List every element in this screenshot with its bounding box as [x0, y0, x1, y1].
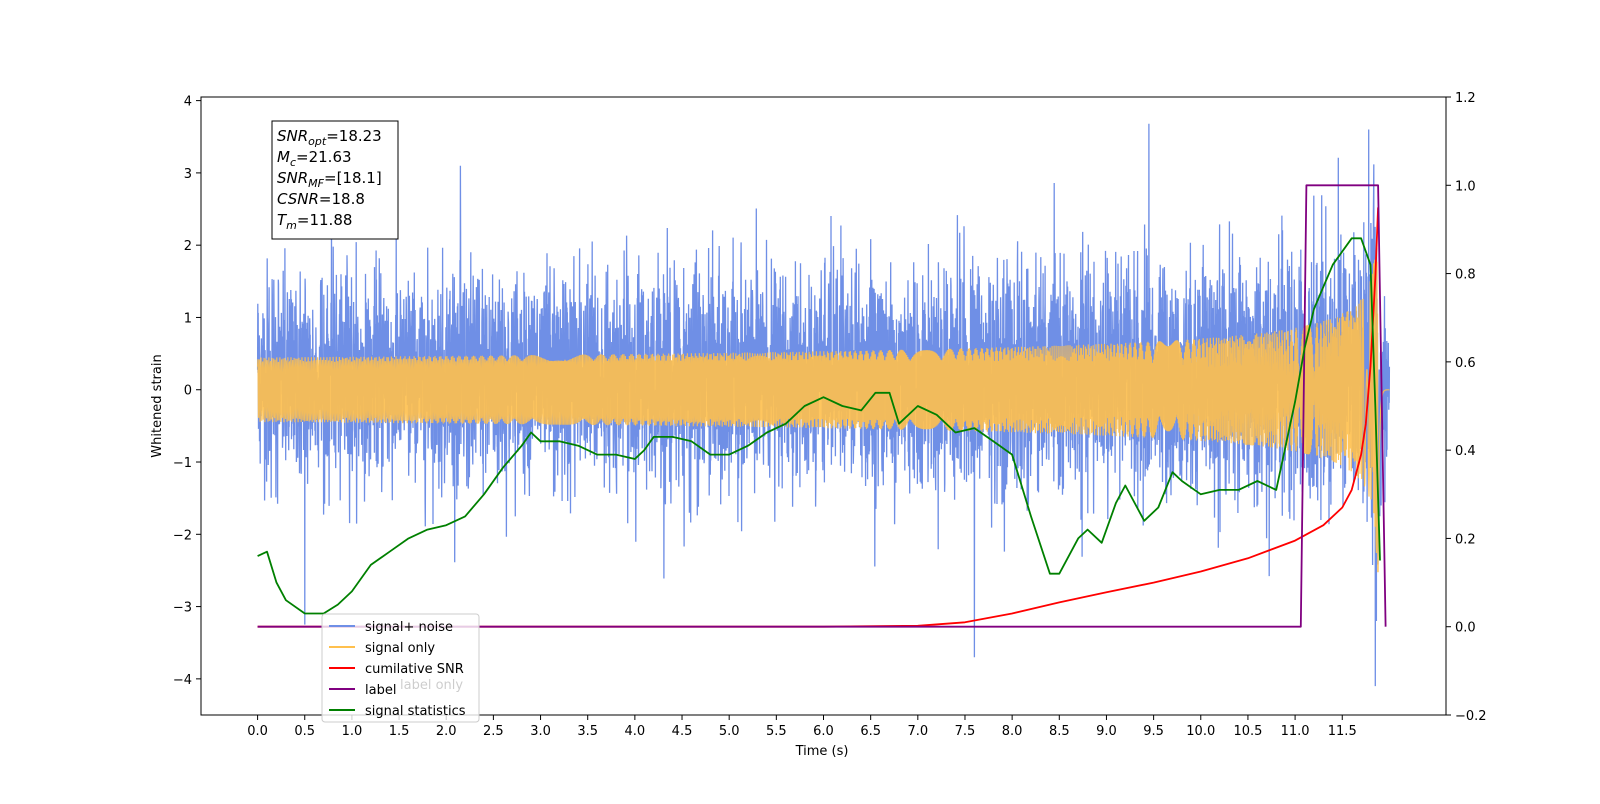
x-axis-label: Time (s) [795, 744, 849, 759]
legend-item-label: signal only [365, 641, 435, 656]
x-tick-label: 2.5 [483, 724, 504, 739]
y-right-tick-label: 1.0 [1455, 179, 1476, 194]
legend-item-label: cumilative SNR [365, 662, 464, 677]
y-right-tick-label: −0.2 [1455, 709, 1487, 724]
x-tick-label: 10.5 [1233, 724, 1262, 739]
y-right-tick-label: 0.2 [1455, 532, 1476, 547]
y-left-tick-label: 2 [184, 239, 192, 254]
legend-item-label: signal statistics [365, 704, 466, 719]
x-tick-label: 3.5 [577, 724, 598, 739]
y-right-tick-label: 0.8 [1455, 268, 1476, 283]
y-left-tick-label: 3 [184, 167, 192, 182]
x-tick-label: 4.0 [625, 724, 646, 739]
y-left-tick-label: 4 [184, 95, 192, 110]
series-cumulative-snr-line [257, 207, 1379, 628]
y-left-tick-label: −1 [173, 456, 192, 471]
x-tick-label: 1.0 [342, 724, 363, 739]
annotation-tm: Tm=11.88 [277, 211, 352, 232]
x-tick-label: 11.5 [1328, 724, 1357, 739]
y-right-tick-label: 1.2 [1455, 91, 1476, 106]
annotation-box-border [271, 120, 399, 240]
legend-box [321, 613, 480, 723]
y-axis-left: 4 3 2 1 0 −1 −2 −3 −4 [173, 95, 201, 688]
x-axis: 0.0 0.5 1.0 1.5 2.0 2.5 3.0 3.5 4.0 4.5 5.0 5.5 6.0 6… [247, 715, 1357, 739]
x-tick-label: 7.0 [907, 724, 928, 739]
x-tick-label: 0.0 [247, 724, 268, 739]
y-left-tick-label: 1 [184, 311, 192, 326]
x-tick-label: 2.0 [436, 724, 457, 739]
annotation-snr-mf: SNRMF=[18.1] [277, 169, 382, 190]
plot-area [256, 123, 1391, 687]
y-axis-right: 1.2 1.0 0.8 0.6 0.4 0.2 0.0 −0.2 [1446, 91, 1487, 724]
x-tick-label: 7.5 [955, 724, 976, 739]
annotation-mc: Mc=21.63 [277, 148, 352, 169]
x-tick-label: 6.5 [860, 724, 881, 739]
annotation-box: SNRopt=18.23Mc=21.63SNRMF=[18.1]CSNR=18.… [271, 120, 399, 240]
x-tick-label: 3.0 [530, 724, 551, 739]
y-right-tick-label: 0.6 [1455, 356, 1476, 371]
y-right-tick-label: 0.0 [1455, 621, 1476, 636]
annotation-csnr: CSNR=18.8 [277, 190, 365, 208]
series-label-line [257, 184, 1387, 628]
x-tick-label: 8.5 [1049, 724, 1070, 739]
x-tick-label: 5.0 [719, 724, 740, 739]
y-left-tick-label: −3 [173, 601, 192, 616]
series-signal-only-line [257, 259, 1390, 573]
legend-item-label: label [365, 683, 396, 698]
x-tick-label: 9.5 [1143, 724, 1164, 739]
y-axis-label: Whitened strain [150, 354, 165, 457]
x-tick-label: 9.0 [1096, 724, 1117, 739]
x-tick-label: 8.0 [1002, 724, 1023, 739]
series-signal-statistics-line [257, 237, 1381, 615]
y-left-tick-label: −4 [173, 673, 192, 688]
y-left-tick-label: −2 [173, 528, 192, 543]
y-left-tick-label: 0 [184, 384, 192, 399]
x-tick-label: 11.0 [1281, 724, 1310, 739]
x-tick-label: 5.5 [766, 724, 787, 739]
x-tick-label: 4.5 [672, 724, 693, 739]
y-right-tick-label: 0.4 [1455, 444, 1476, 459]
x-tick-label: 6.0 [813, 724, 834, 739]
x-tick-label: 10.0 [1186, 724, 1215, 739]
legend-item-label: signal+ noise [365, 620, 453, 635]
x-tick-label: 1.5 [389, 724, 410, 739]
x-tick-label: 0.5 [294, 724, 315, 739]
annotation-snr-opt: SNRopt=18.23 [277, 127, 382, 148]
